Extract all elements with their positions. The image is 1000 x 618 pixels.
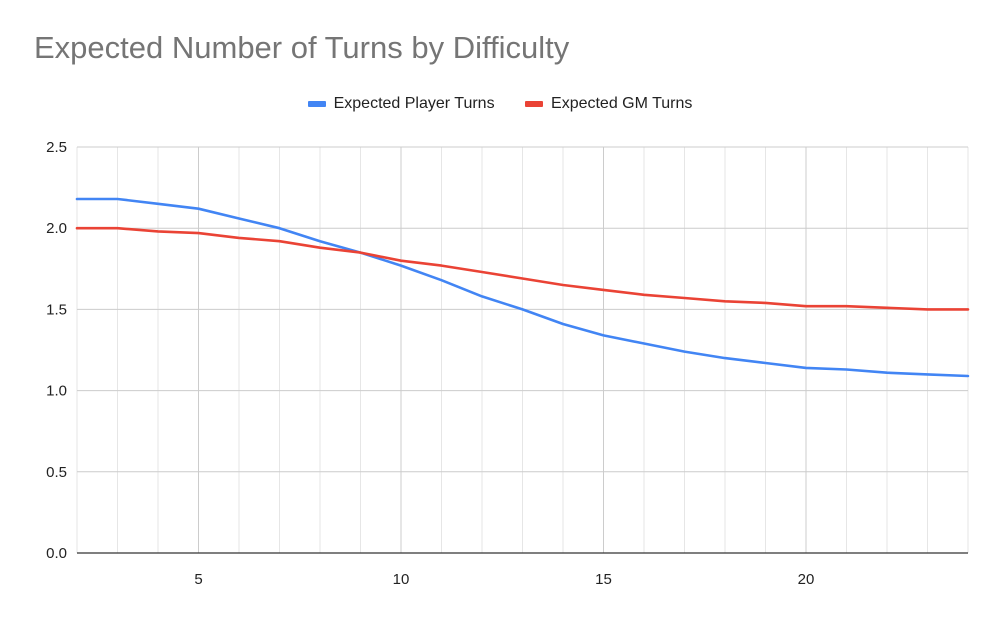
y-tick-label: 1.5 [46,301,67,318]
legend-item-gm-turns: Expected GM Turns [525,95,692,113]
x-tick-label: 10 [393,571,410,588]
chart-title: Expected Number of Turns by Difficulty [34,30,570,65]
x-tick-label: 20 [798,571,815,588]
series-line-player-turns [75,197,970,378]
y-tick-label: 0.5 [46,464,67,481]
legend-swatch-player-turns [307,101,326,107]
y-tick-label: 0.0 [46,545,67,562]
legend-item-player-turns: Expected Player Turns [307,95,495,113]
y-tick-label: 1.0 [46,383,67,400]
x-tick-label: 5 [194,571,202,588]
legend-label-player-turns: Expected Player Turns [333,95,495,112]
legend-swatch-gm-turns [525,101,544,107]
legend: Expected Player Turns Expected GM Turns [0,94,1000,113]
y-tick-label: 2.5 [46,139,67,156]
legend-label-gm-turns: Expected GM Turns [551,95,693,112]
series-line-gm-turns [75,226,970,311]
y-tick-label: 2.0 [46,220,67,237]
x-tick-label: 15 [595,571,612,588]
